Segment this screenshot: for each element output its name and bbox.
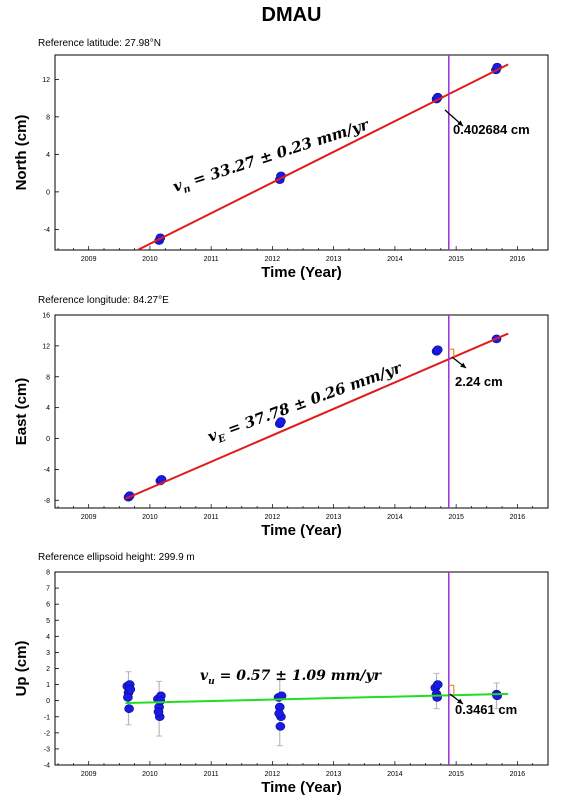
panel-3: -4 -3 -2 -1 0 1 2 3 4 5 6 7 8 2009 2010 2011 2012 2013 201… bbox=[13, 570, 548, 797]
y-tick-label: 5 bbox=[46, 618, 50, 625]
data-point bbox=[156, 697, 165, 705]
x-tick-label: 2011 bbox=[204, 256, 219, 263]
y-tick-label: -1 bbox=[44, 714, 50, 721]
x-tick-label: 2013 bbox=[326, 771, 342, 778]
x-tick-label: 2009 bbox=[81, 256, 97, 263]
data-point bbox=[275, 710, 284, 718]
data-point bbox=[433, 346, 442, 354]
y-tick-label: -4 bbox=[44, 227, 50, 234]
y-tick-label: 4 bbox=[46, 405, 50, 412]
y-tick-label: 2 bbox=[46, 666, 50, 673]
y-tick-label: 7 bbox=[46, 586, 50, 593]
x-tick-label: 2015 bbox=[448, 256, 464, 263]
x-tick-label: 2012 bbox=[265, 256, 281, 263]
y-tick-label: 8 bbox=[46, 374, 50, 381]
x-tick-label: 2016 bbox=[510, 256, 526, 263]
x-tick-label: 2010 bbox=[142, 771, 158, 778]
data-point bbox=[123, 693, 132, 701]
x-tick-label: 2013 bbox=[326, 514, 342, 521]
data-point bbox=[154, 708, 163, 716]
y-tick-label: -8 bbox=[44, 498, 50, 505]
y-tick-label: 8 bbox=[46, 570, 50, 577]
x-tick-label: 2016 bbox=[510, 514, 526, 521]
y-tick-label: 4 bbox=[46, 152, 50, 159]
offset-value-label: 0.3461 cm bbox=[455, 702, 517, 717]
data-point bbox=[126, 685, 135, 693]
x-tick-label: 2014 bbox=[387, 256, 403, 263]
y-tick-label: 0 bbox=[46, 698, 50, 705]
y-tick-label: -4 bbox=[44, 467, 50, 474]
x-axis-label: Time (Year) bbox=[261, 779, 342, 796]
y-axis-label: East (cm) bbox=[13, 378, 30, 446]
data-point bbox=[125, 705, 134, 713]
data-point bbox=[433, 681, 442, 689]
x-tick-label: 2012 bbox=[265, 514, 281, 521]
y-tick-label: 1 bbox=[46, 682, 50, 689]
y-tick-label: 0 bbox=[46, 436, 50, 443]
x-tick-label: 2014 bbox=[387, 514, 403, 521]
data-point bbox=[493, 692, 502, 700]
x-tick-label: 2011 bbox=[204, 514, 219, 521]
y-axis-label: Up (cm) bbox=[13, 641, 30, 697]
offset-value-label: 0.402684 cm bbox=[453, 122, 530, 137]
panel-2: -8 -4 0 4 8 12 16 2009 2010 2011 2012 2013 2014 2015 2… bbox=[13, 313, 548, 540]
y-tick-label: 12 bbox=[42, 343, 50, 350]
y-axis-label: North (cm) bbox=[13, 115, 30, 191]
data-point bbox=[276, 722, 285, 730]
x-tick-label: 2016 bbox=[510, 771, 526, 778]
y-tick-label: -4 bbox=[44, 763, 50, 770]
y-tick-label: 6 bbox=[46, 602, 50, 609]
x-tick-label: 2015 bbox=[448, 771, 464, 778]
y-tick-label: 8 bbox=[46, 114, 50, 121]
y-tick-label: 0 bbox=[46, 189, 50, 196]
x-tick-label: 2010 bbox=[142, 514, 158, 521]
y-tick-label: 12 bbox=[42, 77, 50, 84]
y-tick-label: 16 bbox=[42, 313, 50, 320]
y-tick-label: -2 bbox=[44, 730, 50, 737]
x-tick-label: 2014 bbox=[387, 771, 403, 778]
x-tick-label: 2011 bbox=[204, 771, 219, 778]
x-tick-label: 2009 bbox=[81, 514, 97, 521]
offset-value-label: 2.24 cm bbox=[455, 374, 503, 389]
x-tick-label: 2015 bbox=[448, 514, 464, 521]
x-axis-label: Time (Year) bbox=[261, 264, 342, 281]
x-tick-label: 2010 bbox=[142, 256, 158, 263]
x-axis-label: Time (Year) bbox=[261, 522, 342, 539]
x-tick-label: 2012 bbox=[265, 771, 281, 778]
y-tick-label: 3 bbox=[46, 650, 50, 657]
y-tick-label: 4 bbox=[46, 634, 50, 641]
panel-1: -4 0 4 8 12 2009 2010 2011 2012 2013 2014 2015 2016 T… bbox=[13, 55, 548, 281]
x-tick-label: 2009 bbox=[81, 771, 97, 778]
x-tick-label: 2013 bbox=[326, 256, 342, 263]
y-tick-label: -3 bbox=[44, 746, 50, 753]
